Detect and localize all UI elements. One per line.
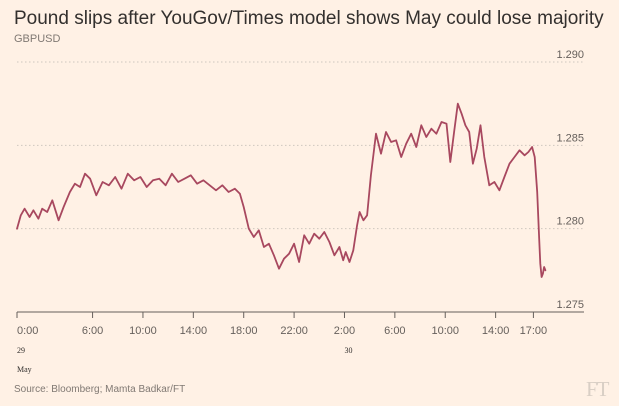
grid-lines [17,61,584,313]
x-tick-label: 6:00 [82,325,103,337]
x-tick-label: 14:00 [482,325,510,337]
x-tick-label: 18:00 [230,325,258,337]
y-tick-label: 1.285 [556,132,584,144]
y-tick-label: 1.280 [556,216,584,228]
x-tick-label: 14:00 [180,325,208,337]
chart-subtitle: GBPUSD [14,33,61,45]
x-axis-month-label: May [17,365,32,374]
chart-title: Pound slips after YouGov/Times model sho… [14,8,604,29]
y-tick-label: 1.275 [556,299,584,311]
x-axis [16,312,534,318]
ft-logo: FT [586,377,609,401]
series-line-gbpusd [16,102,547,278]
source-note: Source: Bloomberg; Mamta Badkar/FT [14,384,186,395]
x-tick-label: 0:00 [17,325,38,337]
y-tick-label: 1.290 [556,49,584,61]
x-tick-label: 10:00 [129,325,157,337]
axis-labels: 1.290 1.285 1.280 1.275 0:00 29 6:00 10:00 14:00… [17,49,584,374]
x-tick-label: 10:00 [431,325,459,337]
x-tick-label: 2:00 [334,325,355,337]
x-tick-sublabel: 30 [344,346,352,355]
x-tick-label: 22:00 [280,325,308,337]
series-layer [16,102,547,278]
x-tick-sublabel: 29 [17,346,25,355]
x-tick-label: 6:00 [384,325,405,337]
x-tick-label: 17:00 [520,325,548,337]
